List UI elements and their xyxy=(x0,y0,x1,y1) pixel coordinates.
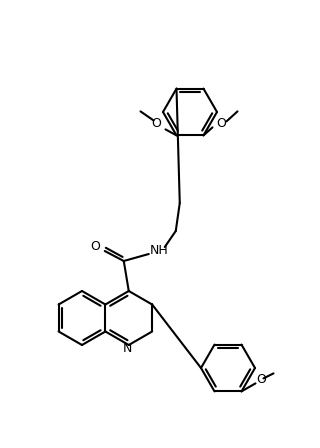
Text: NH: NH xyxy=(149,244,168,257)
Text: O: O xyxy=(257,373,267,386)
Text: O: O xyxy=(217,117,227,130)
Text: N: N xyxy=(123,341,132,354)
Text: O: O xyxy=(90,241,100,254)
Text: O: O xyxy=(152,117,161,130)
